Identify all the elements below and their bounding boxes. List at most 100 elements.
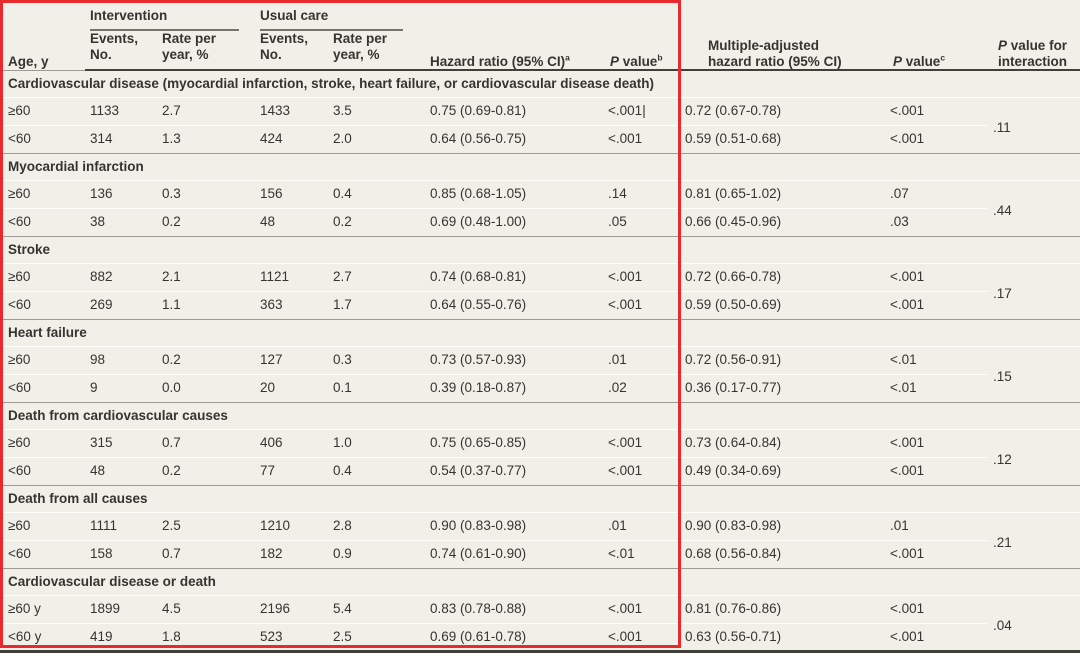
cell-p: <.001	[608, 131, 643, 147]
cell-adj-p: <.001	[890, 546, 925, 562]
cell-int-rate: 0.2	[157, 346, 256, 375]
table-row: ≥60 1111 2.5 1210 2.8 0.90 (0.83-0.98) .01 0.90…	[0, 512, 1080, 550]
col-header-p-interaction: P value for interaction	[988, 0, 1080, 72]
cell-adj-p: .03	[890, 214, 909, 230]
p-value-label: value	[902, 53, 941, 69]
section-header-row: Death from all causes	[0, 484, 1080, 513]
cell-int-rate: 0.7	[157, 429, 256, 458]
intervention-group-label: Intervention	[90, 6, 240, 31]
cell-interaction-p: .17	[993, 286, 1012, 302]
cell-hr: 0.69 (0.61-0.78)	[430, 628, 527, 644]
cell-int-rate: 0.3	[157, 180, 256, 209]
cell-age: <60	[8, 463, 31, 479]
cell-int-events: 314	[90, 131, 113, 147]
cell-p: .14	[603, 180, 681, 209]
cell-uc-events: 406	[255, 429, 329, 458]
col-header-p-value-c: P valuec	[885, 0, 989, 72]
cell-int-events: 315	[85, 429, 157, 458]
cell-int-events: 882	[85, 263, 157, 292]
cell-int-rate: 0.2	[162, 463, 181, 479]
cell-hr: 0.39 (0.18-0.87)	[430, 380, 527, 396]
cell-int-rate: 0.0	[162, 380, 181, 396]
cell-adj-p: <.001	[885, 429, 989, 458]
cell-p: .01	[603, 512, 681, 541]
cell-uc-rate: 2.5	[333, 628, 352, 644]
section-title: Cardiovascular disease or death	[0, 567, 1080, 596]
cell-int-rate: 2.1	[157, 263, 256, 292]
cell-uc-events: 1121	[255, 263, 329, 292]
cell-p: <.001	[603, 429, 681, 458]
cell-adj-hr: 0.81 (0.65-1.02)	[680, 180, 886, 209]
cell-age: <60	[8, 214, 31, 230]
cell-uc-events: 1433	[255, 97, 329, 126]
cell-p: <.001	[608, 463, 643, 479]
p-interaction-line2: interaction	[998, 53, 1068, 69]
table-body: Cardiovascular disease (myocardial infar…	[0, 69, 1080, 651]
cell-hr: 0.54 (0.37-0.77)	[430, 463, 527, 479]
cell-uc-rate: 1.7	[333, 297, 352, 313]
cell-age: ≥60	[0, 512, 85, 541]
cell-hr: 0.64 (0.56-0.75)	[430, 131, 527, 147]
cell-hr: 0.90 (0.83-0.98)	[425, 512, 604, 541]
cell-hr: 0.75 (0.65-0.85)	[425, 429, 604, 458]
cell-hr: 0.73 (0.57-0.93)	[425, 346, 604, 375]
p-value-label: value	[619, 53, 658, 69]
cell-adj-p: <.001	[890, 628, 925, 644]
cell-p: <.001	[603, 263, 681, 292]
cell-uc-events: 363	[260, 297, 283, 313]
cell-age: ≥60	[0, 263, 85, 292]
cell-uc-events: 2196	[255, 595, 329, 624]
cell-age: <60	[8, 297, 31, 313]
cell-interaction-p: .04	[993, 617, 1012, 633]
cell-p: .05	[608, 214, 627, 230]
p-italic: P	[610, 53, 620, 69]
usual-care-group-label: Usual care	[260, 6, 404, 31]
cell-int-events: 98	[85, 346, 157, 375]
table-row: ≥60 1133 2.7 1433 3.5 0.75 (0.69-0.81) <.001| 0…	[0, 97, 1080, 135]
cell-adj-hr: 0.63 (0.56-0.71)	[685, 628, 782, 644]
cell-adj-p: <.001	[885, 595, 989, 624]
table-row: <60 158 0.7 182 0.9 0.74 (0.61-0.90) <.01 0.68 …	[0, 540, 1080, 568]
cell-hr: 0.64 (0.55-0.76)	[430, 297, 527, 313]
cell-age: <60	[8, 380, 31, 396]
cell-adj-hr: 0.72 (0.66-0.78)	[680, 263, 886, 292]
cell-adj-p: <.001	[890, 131, 925, 147]
cell-adj-p: <.001	[890, 463, 925, 479]
col-header-uc-events: Events, No.	[255, 31, 329, 72]
cell-uc-rate: 3.5	[328, 97, 426, 126]
cell-int-rate: 1.1	[162, 297, 181, 313]
cell-uc-rate: 2.0	[333, 131, 352, 147]
cell-hr: 0.83 (0.78-0.88)	[425, 595, 604, 624]
footnote-b-marker: b	[657, 52, 663, 63]
cell-p: <.001|	[603, 97, 681, 126]
cell-int-events: 9	[90, 380, 98, 396]
cell-adj-hr: 0.72 (0.56-0.91)	[680, 346, 886, 375]
table-row: ≥60 315 0.7 406 1.0 0.75 (0.65-0.85) <.001 0.73…	[0, 429, 1080, 467]
table-row: <60 269 1.1 363 1.7 0.64 (0.55-0.76) <.001 0.59…	[0, 291, 1080, 319]
table-row: ≥60 y 1899 4.5 2196 5.4 0.83 (0.78-0.88) <.001…	[0, 595, 1080, 633]
table-row: <60 9 0.0 20 0.1 0.39 (0.18-0.87) .02 0.36 (0.1…	[0, 374, 1080, 402]
table-row: <60 38 0.2 48 0.2 0.69 (0.48-1.00) .05 0.66 (0.…	[0, 208, 1080, 236]
footnote-c-marker: c	[940, 52, 946, 63]
table-row: <60 y 419 1.8 523 2.5 0.69 (0.61-0.78) <.001 0.…	[0, 623, 1080, 651]
cell-adj-hr: 0.81 (0.76-0.86)	[680, 595, 886, 624]
cell-hr: 0.69 (0.48-1.00)	[430, 214, 527, 230]
cell-uc-rate: 0.1	[333, 380, 352, 396]
col-header-hazard-ratio: Hazard ratio (95% CI)a	[425, 0, 604, 72]
cell-adj-p: <.01	[890, 380, 917, 396]
cell-uc-rate: 2.7	[328, 263, 426, 292]
section-header-row: Heart failure	[0, 318, 1080, 347]
cell-age: ≥60	[0, 346, 85, 375]
cell-age: ≥60	[0, 429, 85, 458]
cell-adj-p: <.001	[885, 263, 989, 292]
footnote-a-marker: a	[565, 52, 570, 63]
section-title: Death from all causes	[0, 484, 1080, 513]
cell-int-rate: 2.7	[157, 97, 256, 126]
col-header-multi-adjusted-hr: Multiple-adjusted hazard ratio (95% CI)	[680, 0, 886, 72]
cell-adj-hr: 0.66 (0.45-0.96)	[685, 214, 782, 230]
cell-uc-rate: 0.2	[333, 214, 352, 230]
cell-int-events: 38	[90, 214, 106, 230]
cell-hr: 0.75 (0.69-0.81)	[425, 97, 604, 126]
col-group-intervention: Intervention	[85, 0, 255, 31]
